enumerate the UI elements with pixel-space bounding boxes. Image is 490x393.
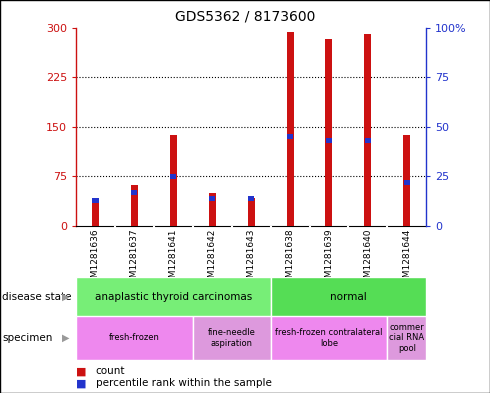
- Text: GSM1281643: GSM1281643: [246, 228, 256, 289]
- Text: anaplastic thyroid carcinomas: anaplastic thyroid carcinomas: [95, 292, 252, 302]
- Bar: [365, 138, 371, 143]
- Text: GSM1281639: GSM1281639: [324, 228, 334, 289]
- Text: GDS5362 / 8173600: GDS5362 / 8173600: [175, 10, 315, 24]
- Bar: [92, 200, 99, 226]
- Bar: [388, 316, 426, 360]
- Bar: [193, 316, 270, 360]
- Bar: [404, 180, 410, 185]
- Text: GSM1281640: GSM1281640: [364, 228, 372, 289]
- Bar: [326, 138, 332, 143]
- Bar: [92, 198, 98, 203]
- Text: GSM1281638: GSM1281638: [286, 228, 294, 289]
- Text: count: count: [96, 366, 125, 376]
- Bar: [365, 34, 371, 226]
- Bar: [287, 134, 293, 139]
- Bar: [131, 185, 138, 226]
- Text: percentile rank within the sample: percentile rank within the sample: [96, 378, 271, 388]
- Text: GSM1281642: GSM1281642: [208, 228, 217, 289]
- Bar: [325, 39, 333, 226]
- Text: ▶: ▶: [62, 333, 70, 343]
- Bar: [209, 193, 216, 226]
- Text: ■: ■: [76, 378, 86, 388]
- Bar: [170, 174, 176, 179]
- Bar: [76, 316, 193, 360]
- Text: ▶: ▶: [62, 292, 70, 302]
- Text: GSM1281641: GSM1281641: [169, 228, 178, 289]
- Text: ■: ■: [76, 366, 86, 376]
- Text: GSM1281644: GSM1281644: [402, 228, 411, 289]
- Text: disease state: disease state: [2, 292, 72, 302]
- Bar: [270, 316, 388, 360]
- Text: commer
cial RNA
pool: commer cial RNA pool: [389, 323, 424, 353]
- Text: normal: normal: [330, 292, 367, 302]
- Bar: [76, 277, 270, 316]
- Bar: [270, 277, 426, 316]
- Bar: [170, 135, 177, 226]
- Bar: [209, 196, 215, 201]
- Bar: [287, 32, 294, 226]
- Text: GSM1281636: GSM1281636: [91, 228, 100, 289]
- Text: specimen: specimen: [2, 333, 53, 343]
- Text: fresh-frozen: fresh-frozen: [109, 334, 160, 342]
- Bar: [131, 189, 138, 195]
- Bar: [403, 135, 410, 226]
- Text: fine-needle
aspiration: fine-needle aspiration: [208, 328, 256, 348]
- Bar: [247, 198, 255, 226]
- Text: fresh-frozen contralateral
lobe: fresh-frozen contralateral lobe: [275, 328, 383, 348]
- Text: GSM1281637: GSM1281637: [130, 228, 139, 289]
- Bar: [248, 196, 254, 201]
